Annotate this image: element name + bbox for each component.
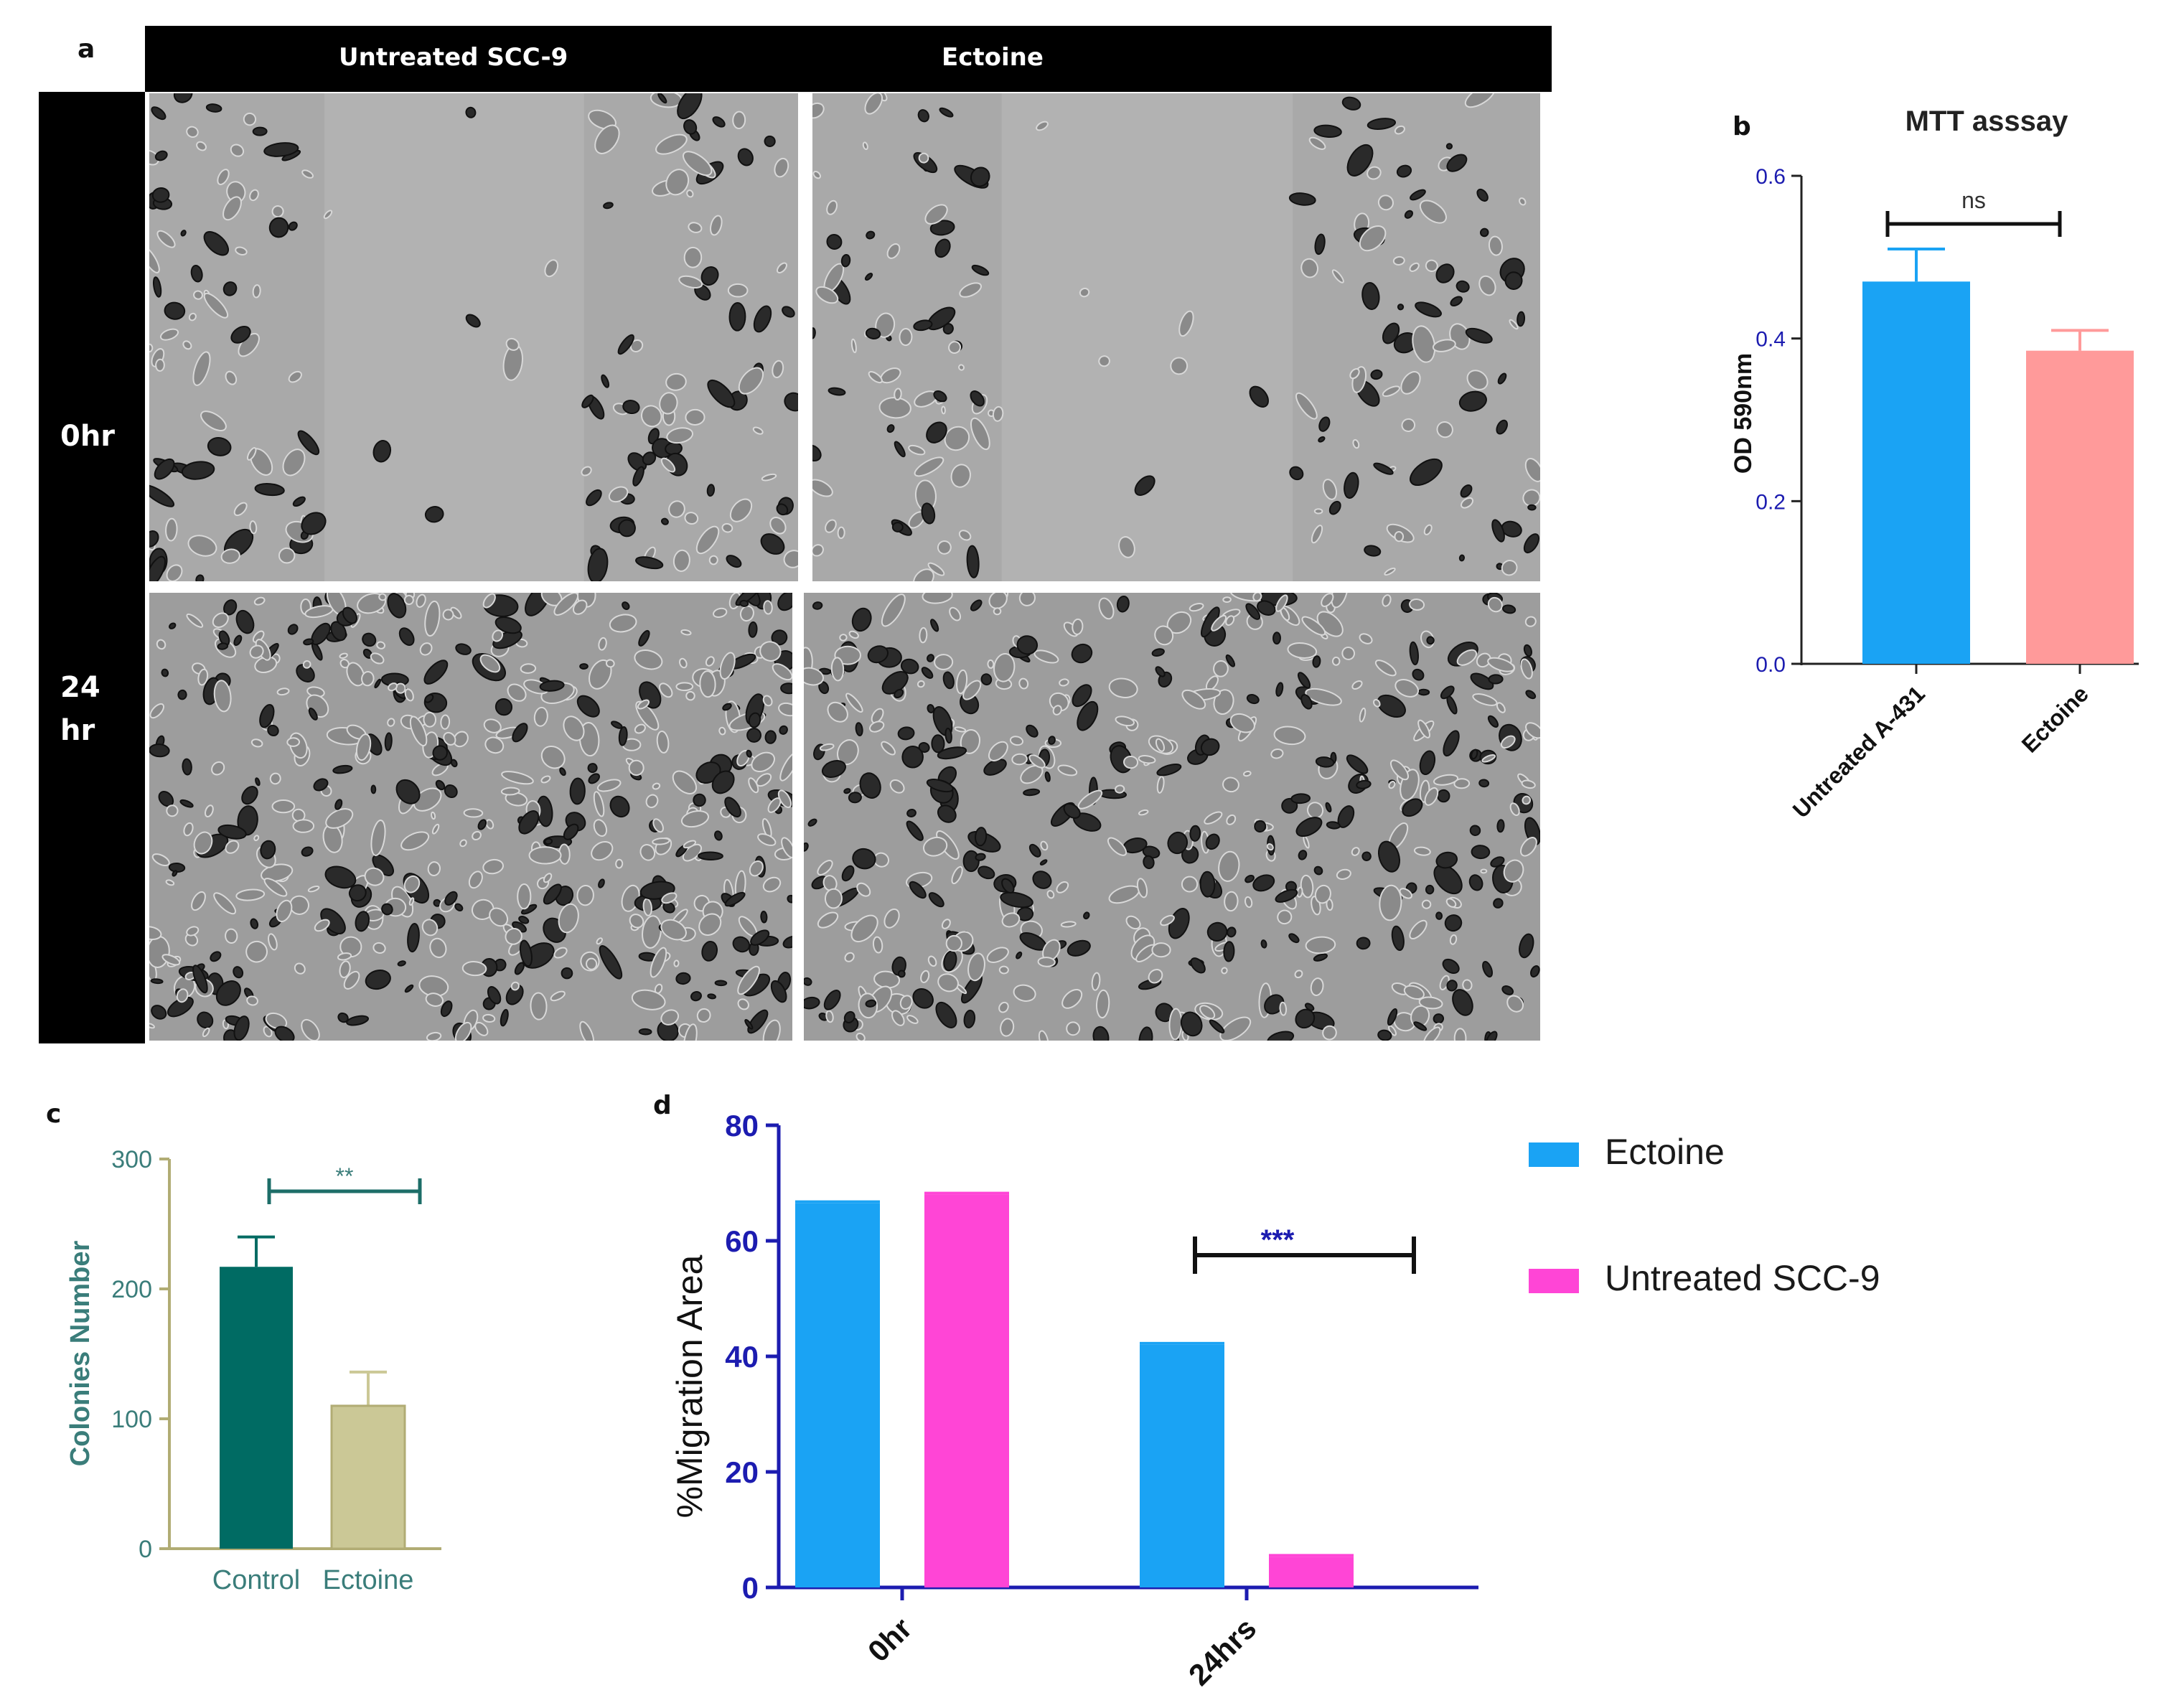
chart-d-bar	[795, 1203, 880, 1587]
chart-c-category-label: Ectoine	[323, 1565, 414, 1595]
colonies-bar-chart: Colonies Number 0 100 200 300 Control Ectoine…	[65, 1146, 441, 1595]
chart-d-bar	[1269, 1557, 1354, 1587]
legend-swatch-ectoine	[1529, 1142, 1579, 1167]
chart-b-ytick-label: 0.6	[1755, 165, 1786, 189]
chart-c-category-label: Control	[212, 1565, 301, 1595]
chart-b-ylabel: OD 590nm	[1730, 353, 1757, 474]
row-header-0hr: 0hr	[60, 420, 116, 453]
chart-d-ytick-label: 40	[725, 1340, 759, 1374]
chart-d-category-label: 24hrs	[1182, 1611, 1262, 1691]
chart-d-significance-label: ***	[1261, 1224, 1295, 1256]
migration-bar-chart: %Migration Area 0 20 40 60 80 0hr 24hrs ***	[670, 1109, 1478, 1692]
chart-c-ytick-label: 100	[111, 1406, 152, 1433]
chart-b-ytick-label: 0.2	[1755, 490, 1786, 514]
chart-c-significance-label: **	[336, 1163, 354, 1189]
col-header-untreated: Untreated SCC-9	[339, 43, 568, 72]
chart-b-category-label: Ectoine	[2017, 680, 2094, 757]
chart-c-bar	[330, 1404, 406, 1550]
micrograph-untreated-24hr	[149, 593, 792, 1041]
panel-c-letter: c	[46, 1099, 62, 1129]
legend-swatch-untreated	[1529, 1269, 1579, 1293]
micrograph-ectoine-24hr	[804, 593, 1540, 1041]
chart-b-bar	[1862, 281, 1970, 664]
micrograph-texture	[149, 593, 792, 1041]
panel-d-letter: d	[653, 1091, 672, 1120]
chart-d-ytick-label: 60	[725, 1224, 759, 1258]
chart-b-ytick-label: 0.0	[1755, 653, 1786, 677]
panel-b-letter: b	[1733, 112, 1751, 141]
chart-d-ylabel: %Migration Area	[670, 1254, 710, 1518]
chart-d-category-label: 0hr	[861, 1611, 918, 1668]
chart-b-ytick-label: 0.4	[1755, 328, 1786, 352]
chart-c-ylabel: Colonies Number	[65, 1240, 95, 1466]
panel-a-letter: a	[78, 34, 95, 64]
chart-d-bar	[1140, 1344, 1224, 1587]
chart-c-ytick-label: 0	[139, 1536, 152, 1563]
legend-label-ectoine: Ectoine	[1605, 1132, 1725, 1172]
legend-label-untreated: Untreated SCC-9	[1605, 1258, 1880, 1298]
chart-b-bar	[2026, 350, 2134, 664]
micrograph-ectoine-0hr	[812, 93, 1540, 581]
micrograph-untreated-0hr	[149, 93, 798, 581]
chart-b-significance-label: ns	[1961, 187, 1986, 213]
chart-b-title: MTT asssay	[1905, 105, 2069, 137]
mtt-bar-chart: MTT asssay OD 590nm 0.0 0.2 0.4 0.6 Untreate…	[1730, 105, 2139, 823]
chart-d-bar	[924, 1194, 1009, 1587]
chart-c-bar	[220, 1267, 293, 1549]
chart-c-ytick-label: 200	[111, 1276, 152, 1303]
chart-d-ytick-label: 0	[742, 1571, 759, 1605]
panel-a-row-header-bar: 0hr 24 hr	[39, 92, 145, 1043]
col-header-ectoine: Ectoine	[942, 43, 1044, 72]
panel-a-column-header-bar: Untreated SCC-9 Ectoine	[145, 26, 1552, 92]
micrograph-texture	[804, 593, 1540, 1041]
micrograph-texture	[149, 93, 798, 581]
chart-c-ytick-label: 300	[111, 1146, 152, 1173]
micrograph-texture	[812, 93, 1540, 581]
row-header-24hr: 24 hr	[60, 671, 100, 747]
chart-d-ytick-label: 80	[725, 1109, 759, 1142]
chart-b-category-label: Untreated A-431	[1788, 680, 1930, 822]
chart-d-ytick-label: 20	[725, 1455, 759, 1489]
